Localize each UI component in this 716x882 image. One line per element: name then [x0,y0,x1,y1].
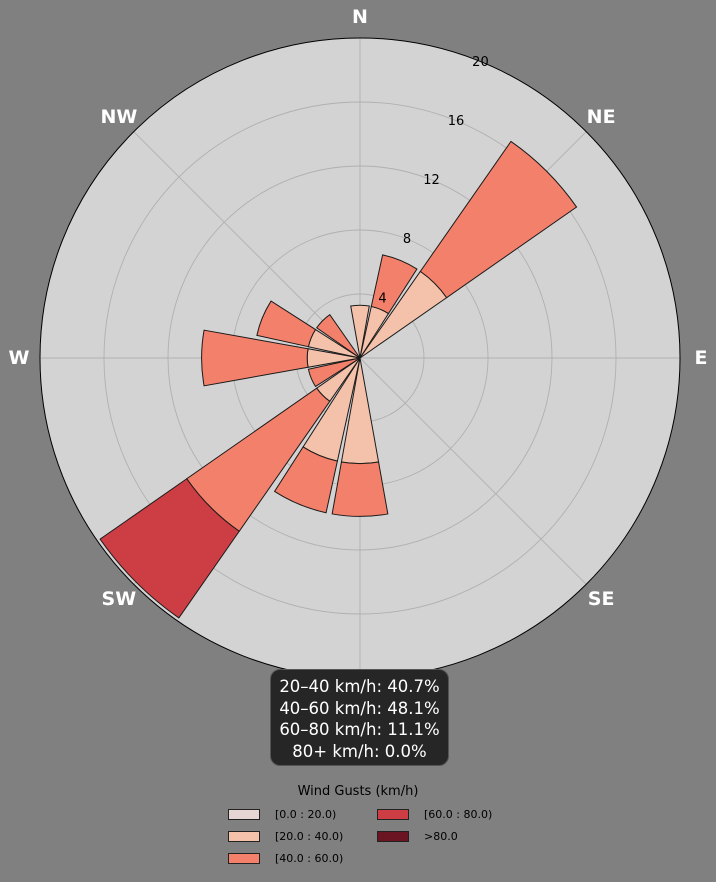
direction-label-sw: SW [102,588,137,610]
direction-label-nw: NW [100,106,137,128]
legend-item-40-60: [40.0 : 60.0) [228,851,343,865]
bar-wsw-series-2 [307,357,361,388]
radial-tick-label: 16 [448,114,465,129]
direction-label-se: SE [588,588,615,610]
stats-box: 20–40 km/h: 40.7% 40–60 km/h: 48.1% 60–8… [270,669,449,766]
radial-tick-label: 8 [403,232,411,247]
bar-nne-series-2 [370,254,418,315]
direction-label-e: E [695,347,708,369]
legend-label: >80.0 [424,829,458,843]
bar-w-series-2 [201,329,309,387]
direction-label-w: W [9,347,30,369]
stats-line-20-40: 20–40 km/h: 40.7% [279,677,440,696]
bar-sw-series-3 [99,478,240,619]
direction-label-n: N [352,6,368,28]
legend-item-60-80: [60.0 : 80.0) [377,807,492,821]
bar-wnw-series-2 [256,300,317,348]
legend-label: [20.0 : 40.0) [275,829,344,843]
angular-gridline [359,357,587,585]
legend-label: [60.0 : 80.0) [424,807,493,821]
legend-label: [40.0 : 60.0) [275,851,344,865]
legend-swatch [377,830,409,842]
legend-swatch [228,852,260,864]
legend-swatch [228,808,260,820]
bar-ssw-series-2 [273,446,338,514]
stats-line-40-60: 40–60 km/h: 48.1% [279,698,440,718]
bar-s-series-2 [331,461,389,517]
bar-n-series-1 [350,304,370,359]
legend-item-80-plus: >80.0 [377,829,458,843]
bar-ne-series-2 [419,140,578,299]
direction-label-ne: NE [587,106,616,128]
stats-line-60-80: 60–80 km/h: 11.1% [279,720,440,739]
legend-item-0-20: [0.0 : 20.0) [228,807,336,821]
radial-tick-label: 20 [472,55,489,70]
angular-gridline [133,131,361,359]
legend-swatch [228,830,260,842]
radial-tick-label: 12 [423,173,440,188]
legend-swatch [377,808,409,820]
legend-item-20-40: [20.0 : 40.0) [228,829,343,843]
radial-tick-label: 4 [378,291,386,306]
legend-title: Wind Gusts (km/h) [297,784,419,799]
legend-label: [0.0 : 20.0) [275,807,337,821]
bar-nw-series-2 [315,313,361,359]
stats-line-80-plus: 80+ km/h: 0.0% [292,741,427,761]
